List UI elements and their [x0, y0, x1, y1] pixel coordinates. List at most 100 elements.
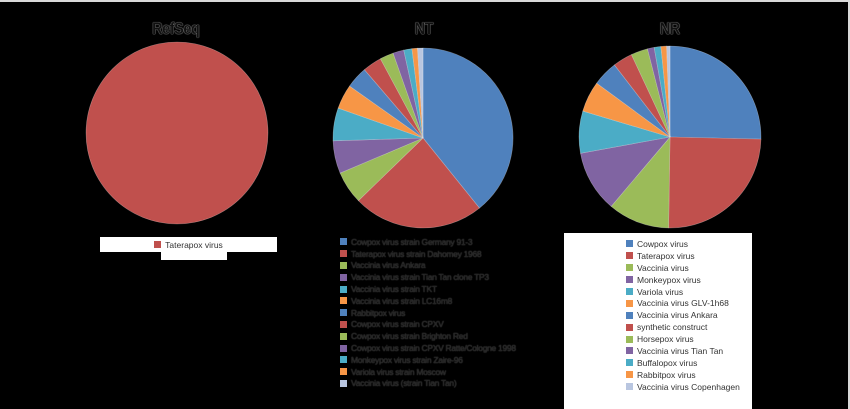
legend-label: Vaccinia virus [637, 262, 689, 273]
legend-label: Taterapox virus strain Dahomey 1968 [351, 248, 482, 259]
legend-label: Vaccinia virus strain TKT [351, 284, 437, 295]
legend-label: Variola virus [637, 286, 684, 297]
pie-slice [411, 47, 424, 139]
pie-slice [349, 69, 424, 139]
legend-swatch-icon [626, 371, 633, 379]
legend-label: Monkeypox virus [637, 274, 701, 285]
legend-item: Taterapox virus [626, 250, 740, 262]
pie-slice [631, 48, 671, 138]
pie-slice [417, 47, 424, 139]
legend-item: Horsepox virus [626, 333, 740, 345]
legend-item: Vaccinia virus strain Tian Tan clone TP3 [340, 271, 516, 283]
legend-swatch-icon [626, 383, 633, 391]
legend-swatch-icon [626, 264, 633, 272]
legend-item: Rabbitpox virus [626, 369, 740, 381]
legend-swatch-icon [626, 252, 633, 260]
pie-slice [364, 58, 424, 139]
legend-item: Variola virus strain Moscow [340, 366, 516, 378]
legend-swatch-icon [340, 309, 347, 317]
pie-slice [332, 107, 424, 142]
legend-item: Buffalopox virus [626, 357, 740, 369]
pie-slice [580, 136, 671, 207]
legend-swatch-icon [340, 356, 347, 364]
legend-swatch-icon [340, 250, 347, 258]
legend-swatch-icon [340, 273, 347, 281]
nr-legend: Cowpox virus Taterapox virus Vaccinia viru… [564, 233, 752, 409]
pie-slice [647, 47, 671, 138]
refseq-pie-chart [85, 41, 269, 225]
legend-swatch-icon [340, 332, 347, 340]
legend-item: Vaccinia virus Tian Tan [626, 345, 740, 357]
legend-label: Vaccinia virus Tian Tan [637, 345, 724, 356]
legend-label: Vaccinia virus Copenhagen [637, 381, 740, 392]
legend-label: Monkeypox virus strain Zaire-96 [351, 354, 463, 365]
legend-label: Cowpox virus strain CPXV Ratte/Cologne 1… [351, 343, 516, 354]
pie-slice [582, 82, 671, 138]
legend-item: Vaccinia virus strain LC16m8 [340, 295, 516, 307]
legend-item: Vaccinia virus (strain Tian Tan) [340, 378, 516, 390]
legend-item: Vaccinia virus Ankara [340, 260, 516, 272]
pie-slice [610, 136, 671, 229]
legend-swatch-icon [626, 359, 633, 367]
pie-slice [653, 46, 671, 138]
nr-pie-chart [578, 45, 762, 229]
pie-slice [332, 137, 424, 174]
pie-slice [666, 45, 671, 138]
legend-swatch-icon [340, 297, 347, 305]
legend-swatch-icon [340, 285, 347, 293]
legend-label: Taterapox virus [637, 250, 695, 261]
legend-swatch-icon [626, 240, 633, 248]
legend-item: synthetic construct [626, 321, 740, 333]
legend-label: Variola virus strain Moscow [351, 366, 446, 377]
pie-slice [669, 45, 762, 140]
legend-item: Vaccinia virus Ankara [626, 309, 740, 321]
pie-slice [85, 41, 269, 225]
pie-slice [596, 64, 671, 138]
pie-slice [403, 48, 424, 139]
legend-item: Variola virus [626, 286, 740, 298]
pie-slice [614, 54, 671, 138]
legend-swatch-icon [340, 261, 347, 269]
legend-item: Cowpox virus strain Germany 91-3 [340, 236, 516, 248]
legend-item: Cowpox virus [626, 238, 740, 250]
legend-swatch-icon [340, 368, 347, 376]
legend-item: Cowpox virus strain Brighton Red [340, 330, 516, 342]
legend-swatch-icon [626, 288, 633, 295]
legend-item: Vaccinia virus strain TKT [340, 283, 516, 295]
legend-label: Vaccinia virus GLV-1h68 [637, 298, 729, 309]
legend-item: Taterapox virus strain Dahomey 1968 [340, 248, 516, 260]
legend-label: Taterapox virus [165, 239, 223, 250]
refseq-legend-tail [161, 252, 227, 260]
pie-slice [339, 137, 424, 202]
legend-label: Rabbitpox virus [637, 369, 696, 380]
pie-slice [357, 137, 480, 229]
legend-swatch-icon [626, 347, 633, 355]
nt-legend: Cowpox virus strain Germany 91-3 Taterapo… [340, 236, 516, 389]
nt-pie-chart [332, 47, 514, 229]
pie-slice [668, 136, 762, 229]
nt-title: NT [414, 19, 434, 38]
legend-item: Vaccinia virus GLV-1h68 [626, 297, 740, 309]
legend-label: Cowpox virus strain Brighton Red [351, 331, 468, 342]
legend-item: Taterapox virus [100, 237, 277, 252]
legend-swatch-icon [626, 323, 633, 331]
legend-label: Horsepox virus [637, 334, 694, 345]
legend-swatch-icon [340, 379, 347, 387]
legend-label: Cowpox virus strain Germany 91-3 [351, 236, 473, 247]
legend-item: Rabbitpox virus [340, 307, 516, 319]
legend-label: Vaccinia virus (strain Tian Tan) [351, 378, 457, 389]
legend-swatch-icon [340, 238, 347, 246]
refseq-title: RefSeq [152, 19, 200, 38]
legend-item: Cowpox virus strain CPXV Ratte/Cologne 1… [340, 342, 516, 354]
legend-swatch-icon [626, 276, 633, 284]
refseq-legend: Taterapox virus [100, 237, 277, 252]
pie-slice [660, 45, 671, 138]
pie-slice [422, 47, 514, 209]
legend-swatch-icon [626, 335, 633, 343]
legend-label: Cowpox virus strain CPXV [351, 319, 444, 330]
legend-label: Vaccinia virus strain Tian Tan clone TP3 [351, 272, 489, 283]
legend-item: Vaccinia virus Copenhagen [626, 381, 740, 393]
legend-swatch-icon [626, 311, 633, 319]
legend-item: Vaccinia virus [626, 262, 740, 274]
